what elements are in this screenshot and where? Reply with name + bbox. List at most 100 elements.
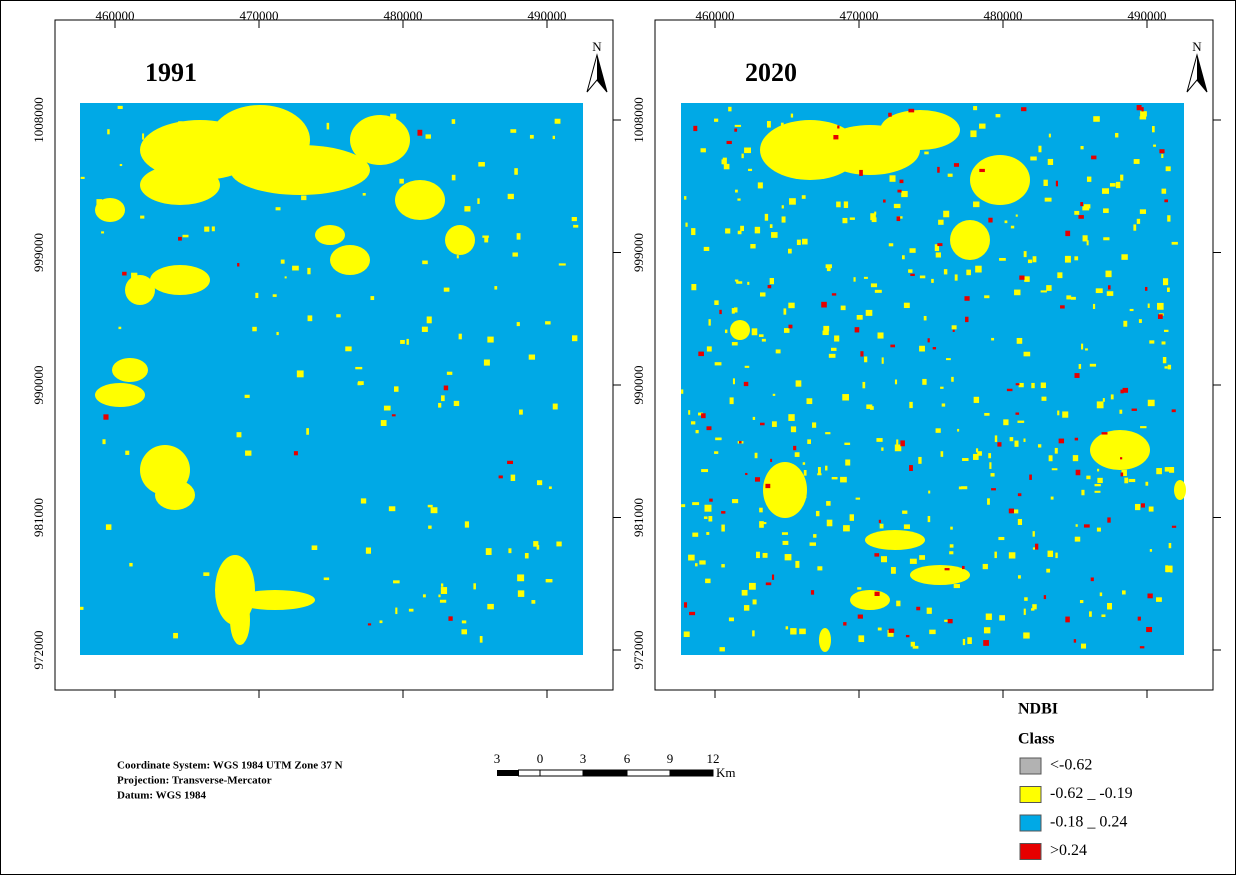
built-speck <box>695 563 698 566</box>
red-speck <box>879 520 881 523</box>
built-speck <box>706 532 709 535</box>
built-speck <box>738 337 740 339</box>
built-speck <box>1055 553 1057 558</box>
red-speck <box>979 169 985 172</box>
built-speck <box>725 330 727 334</box>
built-speck <box>384 406 391 411</box>
red-speck <box>739 441 742 443</box>
built-speck <box>1124 478 1128 484</box>
built-speck <box>327 123 330 130</box>
red-speck <box>1059 439 1064 444</box>
built-speck <box>936 252 941 257</box>
red-speck <box>1141 503 1145 507</box>
built-speck <box>1148 303 1150 307</box>
red-speck <box>1147 594 1152 599</box>
red-speck <box>103 414 108 419</box>
red-speck <box>916 607 920 611</box>
built-speck <box>735 280 738 282</box>
built-speck <box>701 148 706 152</box>
built-speck <box>1135 504 1140 510</box>
built-speck <box>961 486 967 489</box>
built-speck <box>998 537 1004 540</box>
built-speck <box>1097 478 1102 483</box>
built-speck <box>145 480 151 482</box>
legend-label: -0.18 _ 0.24 <box>1050 814 1127 831</box>
built-speck <box>553 136 555 139</box>
built-speck <box>963 639 965 645</box>
built-speck <box>842 218 847 223</box>
built-speck <box>987 498 990 504</box>
red-speck <box>499 475 503 478</box>
red-speck <box>910 274 915 276</box>
built-speck <box>823 326 829 331</box>
built-speck <box>721 564 725 567</box>
built-speck <box>876 438 882 442</box>
built-speck <box>1096 288 1103 293</box>
built-patch <box>865 530 925 550</box>
built-speck <box>157 134 161 138</box>
built-speck <box>478 162 485 167</box>
built-speck <box>255 293 258 298</box>
built-speck <box>519 410 523 415</box>
built-speck <box>817 566 822 570</box>
built-speck <box>927 608 932 614</box>
built-speck <box>1165 467 1169 471</box>
built-speck <box>1005 220 1008 223</box>
built-speck <box>422 327 428 332</box>
built-speck <box>753 599 757 604</box>
red-speck <box>755 477 760 481</box>
built-speck <box>131 273 137 279</box>
built-speck <box>865 599 870 605</box>
built-speck <box>744 148 751 154</box>
built-patch <box>230 145 370 195</box>
built-patch <box>230 595 250 645</box>
built-speck <box>908 160 910 163</box>
built-speck <box>96 199 102 205</box>
built-speck <box>681 504 685 507</box>
red-speck <box>1146 627 1152 632</box>
built-speck <box>733 378 735 384</box>
built-speck <box>714 119 718 122</box>
built-speck <box>1081 644 1086 649</box>
built-speck <box>1167 215 1170 221</box>
built-speck <box>829 354 836 358</box>
built-speck <box>701 469 708 472</box>
north-label: N <box>1192 39 1202 54</box>
built-speck <box>297 370 304 377</box>
built-speck <box>936 428 941 433</box>
built-speck <box>118 106 123 109</box>
built-speck <box>986 614 992 620</box>
built-speck <box>257 148 261 154</box>
built-speck <box>699 560 705 564</box>
built-speck <box>799 629 806 635</box>
red-speck <box>983 640 989 646</box>
built-speck <box>306 428 309 435</box>
built-speck <box>983 564 988 569</box>
scale-label: 12 <box>707 751 720 766</box>
built-speck <box>556 542 561 547</box>
built-speck <box>1106 271 1112 278</box>
built-patch <box>1090 430 1150 470</box>
built-speck <box>1003 419 1008 425</box>
red-speck <box>953 330 955 332</box>
built-speck <box>1062 411 1068 417</box>
built-speck <box>1123 321 1127 327</box>
y-tick-label: 999000 <box>31 233 46 272</box>
built-speck <box>802 239 808 245</box>
built-speck <box>279 600 285 602</box>
built-speck <box>834 335 839 341</box>
built-speck <box>871 283 877 287</box>
red-speck <box>237 263 239 266</box>
built-speck <box>802 195 806 199</box>
built-speck <box>1018 575 1021 578</box>
built-speck <box>955 274 958 280</box>
built-speck <box>994 190 1001 197</box>
red-speck <box>684 602 687 607</box>
red-speck <box>1074 373 1079 378</box>
built-speck <box>889 243 893 246</box>
built-speck <box>850 514 854 521</box>
built-speck <box>1048 159 1053 165</box>
built-speck <box>870 213 876 220</box>
built-speck <box>781 123 784 128</box>
red-speck <box>900 180 904 184</box>
